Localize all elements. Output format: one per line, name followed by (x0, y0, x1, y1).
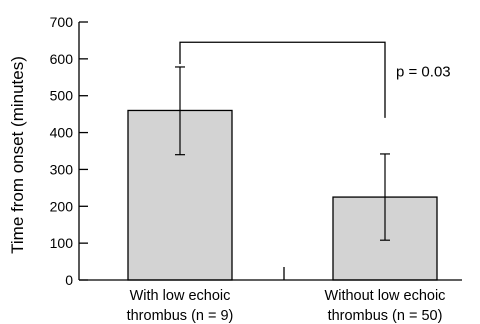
category-labels: With low echoic thrombus (n = 9) Without l… (127, 288, 446, 324)
y-tick-label: 200 (50, 198, 74, 214)
y-tick-label: 700 (50, 14, 74, 30)
bars (127, 109, 438, 281)
p-value-annotation: p = 0.03 (396, 63, 451, 80)
category-label: With low echoic thrombus (n = 9) (127, 288, 234, 324)
category-label-line: With low echoic (130, 288, 231, 304)
y-tick-label: 100 (50, 235, 74, 251)
y-tick-label: 0 (65, 272, 73, 288)
y-tick-label: 600 (50, 51, 74, 67)
y-tick-label: 400 (50, 125, 74, 141)
y-tick-label: 300 (50, 161, 74, 177)
y-axis-label: Time from onset (minutes) (8, 56, 27, 254)
y-axis-ticks: 0 100 200 300 400 500 600 700 (50, 14, 88, 288)
category-label-line: thrombus (n = 9) (127, 308, 234, 324)
category-label-line: Without low echoic (325, 288, 446, 304)
significance-bracket (179, 41, 386, 118)
error-bars (175, 66, 390, 241)
y-tick-label: 500 (50, 88, 74, 104)
category-label-line: thrombus (n = 50) (328, 308, 443, 324)
category-label: Without low echoic thrombus (n = 50) (325, 288, 446, 324)
